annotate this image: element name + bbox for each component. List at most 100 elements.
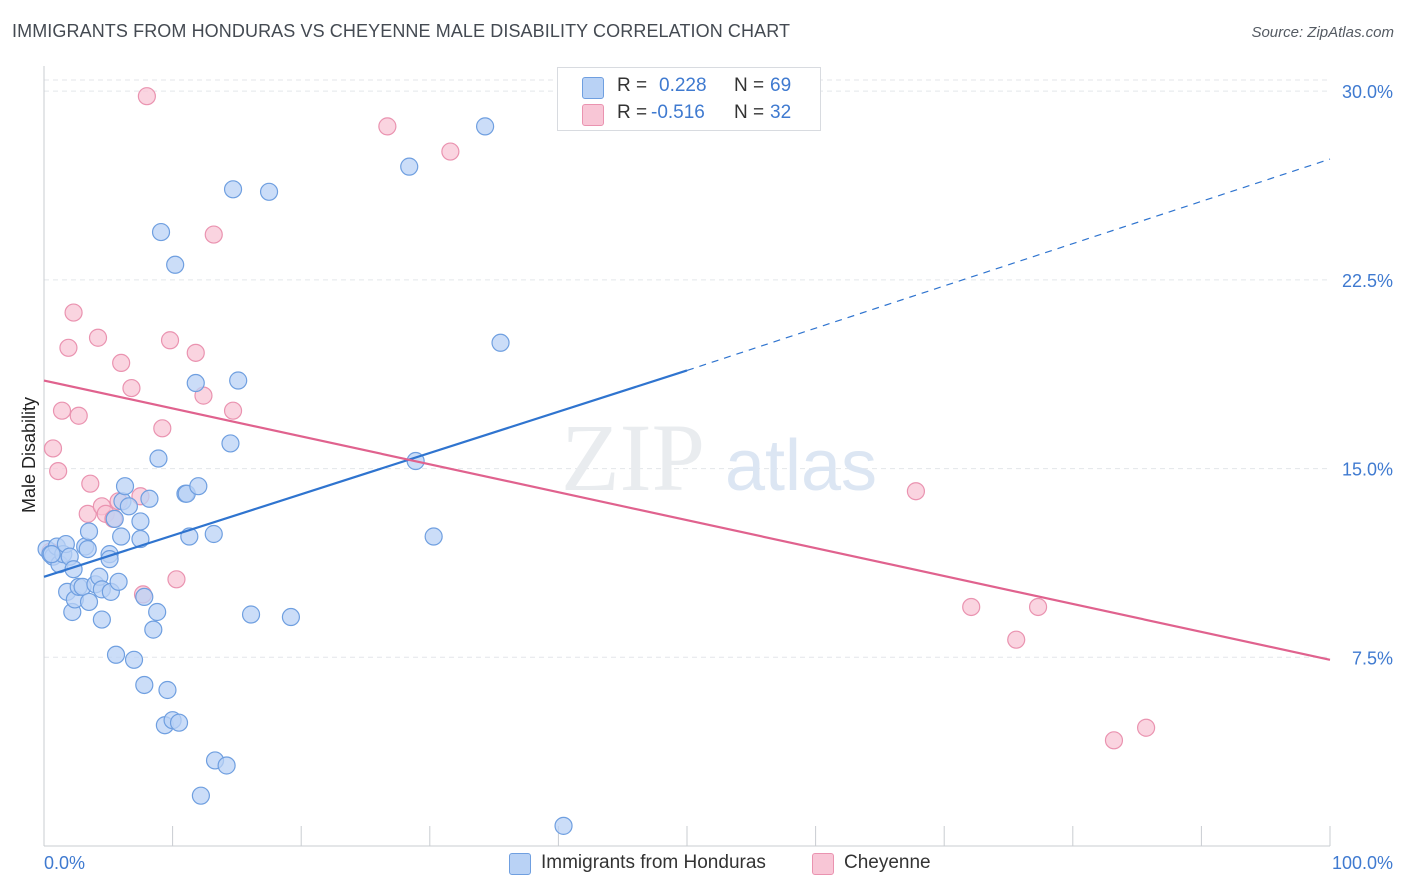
honduras-point (166, 255, 185, 274)
y-tick-label: 22.5% (1342, 271, 1393, 291)
honduras-point (119, 497, 138, 516)
honduras-point (131, 529, 150, 549)
honduras-point (400, 157, 419, 176)
honduras-point (475, 117, 495, 136)
cheyenne-point (59, 338, 78, 357)
cheyenne-point (160, 331, 180, 350)
cheyenne-point (88, 328, 108, 347)
honduras-trend-line (43, 369, 688, 578)
honduras-point (124, 650, 144, 669)
honduras-point (241, 605, 261, 624)
honduras-point (106, 645, 126, 664)
cheyenne-point (1104, 731, 1124, 750)
honduras-point (223, 180, 243, 199)
cheyenne-point (122, 378, 141, 398)
r-value: -0.516 (651, 102, 705, 123)
honduras-point (144, 620, 163, 639)
honduras-points (37, 117, 573, 835)
cheyenne-point (78, 504, 97, 523)
n-value: 32 (770, 102, 792, 123)
honduras-point (149, 449, 168, 468)
honduras-point (79, 522, 99, 541)
honduras-point (131, 512, 150, 531)
honduras-point (135, 587, 154, 607)
cheyenne-legend-label: Cheyenne (844, 852, 931, 873)
honduras-point (115, 477, 135, 496)
honduras-point (158, 680, 177, 700)
cheyenne-trend-line (43, 379, 1331, 661)
honduras-point (135, 675, 154, 695)
cheyenne-point (962, 597, 981, 617)
cheyenne-point (223, 401, 243, 420)
cheyenne-point (186, 343, 205, 362)
honduras-point (140, 489, 159, 508)
y-tick-label: 7.5% (1352, 648, 1393, 668)
x-tick-label: 100.0% (1332, 853, 1393, 873)
honduras-point (148, 602, 167, 622)
honduras-point (109, 572, 128, 591)
cheyenne-point (1137, 718, 1156, 737)
honduras-point (79, 592, 99, 612)
watermark-zip: ZIP (561, 404, 705, 511)
r-label: R = (617, 102, 648, 123)
honduras-point (92, 610, 111, 629)
honduras-point (259, 182, 279, 201)
cheyenne-point (167, 570, 186, 589)
honduras-point (105, 509, 124, 529)
cheyenne-point (81, 474, 100, 493)
n-value: 69 (770, 75, 792, 96)
r-label: R = (617, 75, 648, 96)
y-axis-label: Male Disability (19, 397, 39, 513)
honduras-point (151, 222, 171, 242)
cheyenne-point (52, 401, 72, 420)
cheyenne-point (43, 439, 63, 458)
n-label: N = (734, 102, 765, 123)
axes (43, 66, 1331, 847)
honduras-point (78, 539, 97, 559)
honduras-legend-label: Immigrants from Honduras (541, 852, 766, 873)
honduras-trend-extension (686, 158, 1331, 372)
cheyenne-swatch (582, 104, 604, 126)
honduras-point (42, 545, 61, 564)
tick-labels: 7.5% 15.0% 22.5% 30.0% 0.0% 100.0% (44, 82, 1393, 873)
stats-legend: R = 0.228 N = 69 R = -0.516 N = 32 (557, 67, 821, 131)
honduras-legend-swatch (509, 853, 531, 875)
honduras-point (281, 607, 301, 627)
cheyenne-point (69, 406, 88, 425)
cheyenne-point (49, 461, 68, 481)
honduras-swatch (582, 77, 604, 99)
cheyenne-point (204, 225, 223, 244)
r-value: 0.228 (659, 75, 707, 96)
x-tick-label: 0.0% (44, 853, 85, 873)
honduras-point (217, 756, 236, 775)
honduras-point (204, 524, 223, 544)
honduras-point (169, 713, 189, 732)
honduras-point (424, 527, 443, 546)
cheyenne-point (378, 117, 397, 136)
cheyenne-point (153, 419, 172, 438)
honduras-point (221, 434, 240, 453)
watermark-atlas: atlas (725, 426, 877, 506)
y-tick-label: 30.0% (1342, 82, 1393, 102)
cheyenne-legend-swatch (812, 853, 834, 875)
honduras-point (112, 527, 131, 546)
y-tick-label: 15.0% (1342, 460, 1393, 480)
source-credit: Source: ZipAtlas.com (1251, 24, 1394, 41)
n-label: N = (734, 75, 765, 96)
cheyenne-point (441, 142, 460, 161)
honduras-point (554, 816, 573, 835)
cheyenne-point (112, 353, 131, 373)
cheyenne-point (906, 482, 926, 501)
watermark: ZIP atlas (561, 404, 877, 511)
cheyenne-point (64, 303, 83, 322)
honduras-point (186, 373, 205, 393)
cheyenne-point (1028, 597, 1048, 617)
trend-lines (43, 158, 1331, 661)
honduras-point (491, 333, 510, 352)
honduras-point (189, 477, 208, 496)
chart-title: IMMIGRANTS FROM HONDURAS VS CHEYENNE MAL… (12, 21, 791, 41)
cheyenne-point (137, 87, 156, 106)
cheyenne-point (1007, 630, 1026, 649)
honduras-point (191, 786, 210, 805)
